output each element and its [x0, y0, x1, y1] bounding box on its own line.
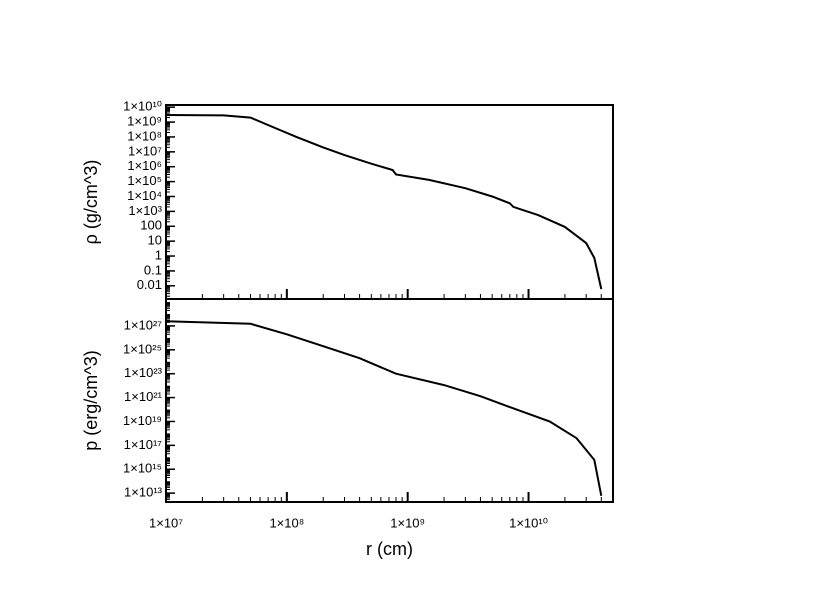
y-axis-label: p (erg/cm^3) — [81, 350, 101, 450]
plot-frame — [165, 104, 614, 300]
y-tick-label: 1×10⁸ — [127, 128, 162, 143]
y-tick-label: 1×10⁵ — [127, 173, 162, 188]
y-tick-label: 1×10⁷ — [128, 143, 162, 158]
y-tick-label: 1×10²¹ — [124, 389, 163, 404]
y-tick-label: 0.01 — [137, 277, 162, 292]
y-tick-label: 1×10⁹ — [127, 113, 162, 128]
y-tick-label: 1×10⁴ — [127, 188, 162, 203]
y-tick-label: 10 — [148, 233, 162, 248]
y-tick-label: 1×10²⁷ — [124, 317, 163, 332]
y-tick-label: 100 — [140, 218, 162, 233]
x-tick-label: 1×10⁸ — [269, 515, 304, 530]
y-tick-label: 1×10²³ — [124, 365, 163, 380]
y-tick-label: 1×10¹⁷ — [124, 437, 163, 452]
y-tick-label: 1×10³ — [128, 203, 162, 218]
y-tick-label: 0.1 — [144, 262, 162, 277]
y-tick-label: 1×10¹³ — [124, 485, 163, 500]
y-tick-label: 1×10¹⁹ — [123, 413, 162, 428]
line-series — [165, 114, 603, 290]
x-tick-label: 1×10¹⁰ — [509, 515, 548, 530]
y-axis-label: ρ (g/cm^3) — [81, 160, 101, 245]
x-tick-label: 1×10⁹ — [390, 515, 425, 530]
y-tick-label: 1×10¹⁵ — [123, 461, 162, 476]
y-tick-label: 1 — [155, 247, 162, 262]
x-tick-label: 1×10⁷ — [149, 515, 183, 530]
x-axis-label: r (cm) — [366, 539, 413, 559]
plot-frame — [165, 298, 614, 503]
y-tick-label: 1×10⁶ — [127, 158, 162, 173]
y-tick-label: 1×10¹⁰ — [123, 99, 162, 114]
y-tick-label: 1×10²⁵ — [123, 341, 162, 356]
line-series — [165, 320, 603, 496]
